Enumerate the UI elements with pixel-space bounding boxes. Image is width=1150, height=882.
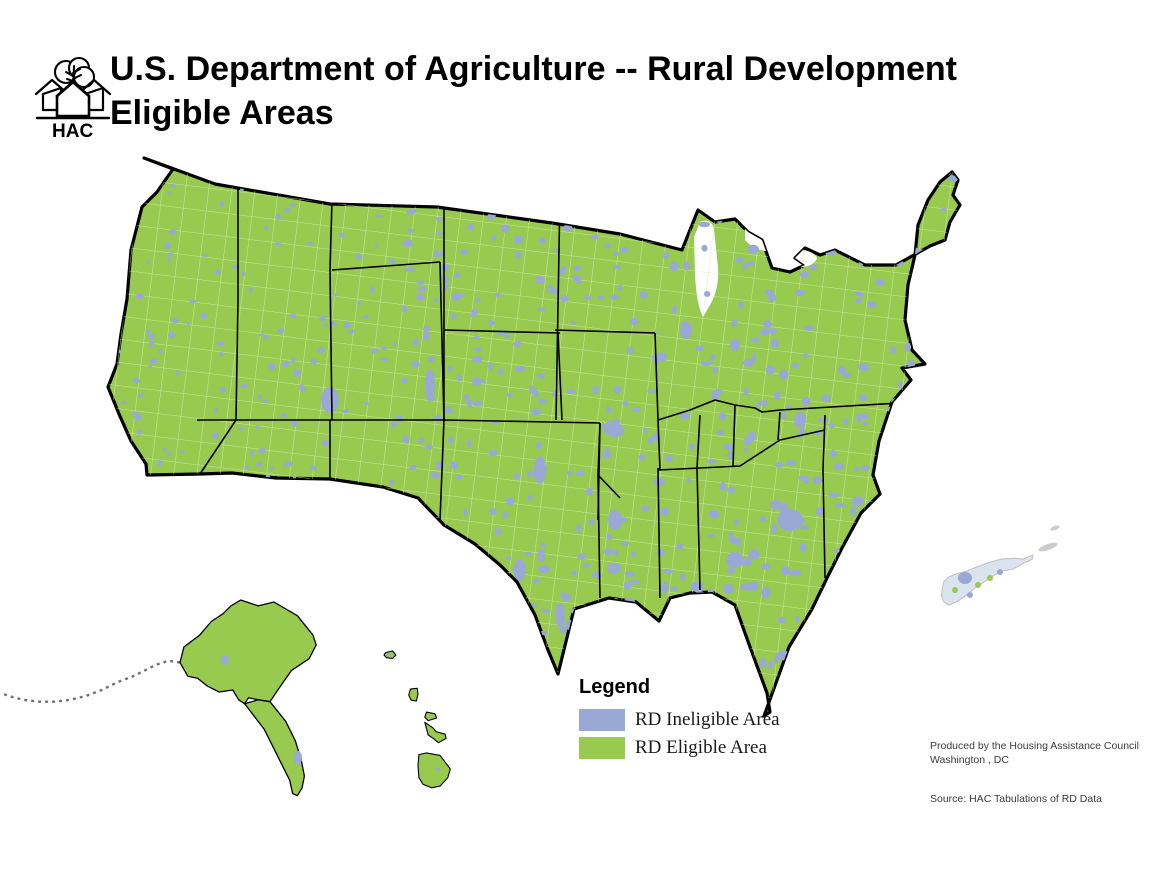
svg-text:HAC: HAC [52,121,93,142]
